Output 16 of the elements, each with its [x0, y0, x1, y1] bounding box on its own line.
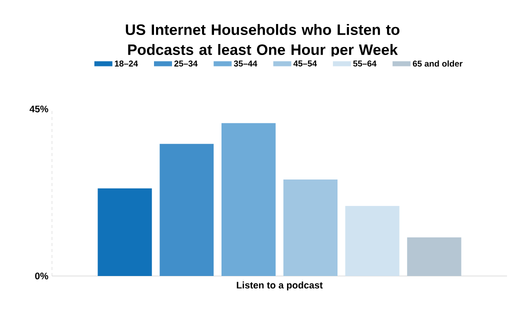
bar: [345, 206, 400, 276]
chart-title: US Internet Households who Listen to Podcasts at least One Hour per Week: [126, 24, 400, 58]
legend-label: 35–44: [234, 60, 258, 67]
x-tick-label: Listen to a podcast: [236, 282, 323, 290]
bar: [407, 237, 462, 276]
legend-label: 25–34: [174, 60, 198, 67]
legend-label: 45–54: [293, 60, 317, 66]
legend-label: 55–64: [353, 60, 377, 67]
legend-label: 65 and older: [412, 60, 462, 67]
y-tick-label: 0%: [35, 272, 48, 280]
y-tick-label: 45%: [30, 106, 48, 112]
bar: [98, 188, 152, 276]
bar: [283, 180, 338, 276]
bar: [221, 123, 276, 276]
bar: [160, 144, 214, 276]
legend-label: 18–24: [114, 60, 138, 67]
